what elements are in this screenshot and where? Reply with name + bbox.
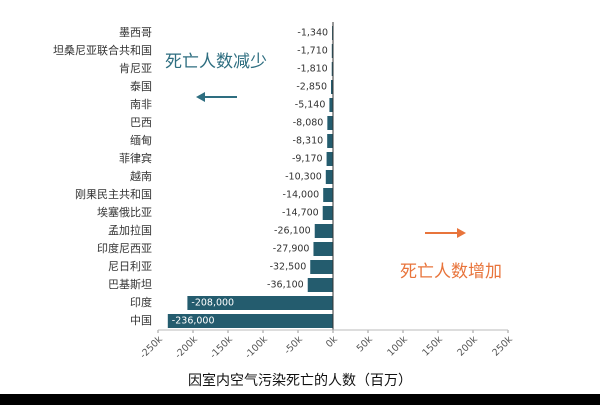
category-label: 缅甸 [130, 133, 152, 147]
x-tick-label: 250k [490, 334, 515, 359]
bottom-bar [0, 394, 600, 405]
bar [323, 188, 333, 202]
bar [331, 80, 333, 94]
annotation: 死亡人数减少 [165, 52, 267, 72]
value-label: -208,000 [191, 298, 234, 309]
x-tick-label: 150k [420, 334, 445, 359]
value-label: -32,500 [270, 262, 307, 273]
x-tick-label: -150k [208, 334, 235, 361]
x-tick-label: -100k [243, 334, 270, 361]
category-label: 刚果民主共和国 [75, 188, 152, 201]
bar [325, 170, 333, 184]
bar [310, 260, 333, 274]
value-label: -10,300 [285, 172, 322, 183]
value-label: -36,100 [267, 280, 304, 291]
value-label: -27,900 [273, 244, 310, 255]
bar [331, 62, 333, 76]
bar [313, 242, 333, 256]
category-label: 埃塞俄比亚 [97, 205, 152, 219]
category-label: 肯尼亚 [119, 62, 152, 75]
bar [322, 206, 333, 220]
x-tick-label: 200k [455, 334, 480, 359]
value-label: -14,700 [282, 208, 319, 219]
bar [327, 116, 333, 130]
x-tick-label: -50k [282, 334, 305, 357]
arrow-right [425, 228, 466, 238]
value-label: -8,080 [293, 118, 324, 129]
value-label: -1,340 [297, 28, 328, 39]
x-tick-label: -250k [138, 334, 165, 361]
x-tick-label: 50k [355, 334, 376, 355]
value-label: -2,850 [296, 82, 327, 93]
value-label: -8,310 [293, 136, 324, 147]
value-label: -9,170 [292, 154, 323, 165]
category-label: 南非 [130, 98, 152, 111]
category-label: 孟加拉国 [108, 223, 152, 237]
bar [187, 296, 333, 310]
bar [327, 134, 333, 148]
category-label: 印度尼西亚 [97, 241, 152, 255]
arrow-left [196, 92, 237, 102]
x-axis-title: 因室内空气污染死亡的人数（百万） [188, 372, 412, 389]
bar [167, 314, 333, 328]
category-label: 巴西 [130, 116, 152, 129]
bar [329, 98, 333, 112]
category-label: 尼日利亚 [108, 260, 152, 273]
category-label: 巴基斯坦 [108, 277, 152, 291]
x-tick-label: 100k [385, 334, 410, 359]
value-label: -236,000 [172, 316, 215, 327]
value-label: -14,000 [283, 190, 320, 201]
category-label: 印度 [130, 295, 152, 309]
x-tick-label: -200k [173, 334, 200, 361]
category-label: 中国 [130, 314, 152, 327]
annotation: 死亡人数增加 [400, 262, 502, 282]
value-label: -26,100 [274, 226, 311, 237]
x-tick-label: 0k [324, 334, 340, 350]
bar [331, 44, 333, 58]
category-label: 菲律宾 [119, 151, 152, 165]
value-label: -1,710 [297, 46, 328, 57]
value-label: -5,140 [295, 100, 326, 111]
bar [326, 152, 333, 166]
value-label: -1,810 [297, 64, 328, 75]
bar [307, 278, 333, 292]
category-label: 越南 [130, 169, 152, 183]
category-label: 坦桑尼亚联合共和国 [53, 43, 152, 57]
bar [314, 224, 333, 238]
category-label: 墨西哥 [119, 26, 152, 39]
category-label: 泰国 [130, 79, 152, 93]
